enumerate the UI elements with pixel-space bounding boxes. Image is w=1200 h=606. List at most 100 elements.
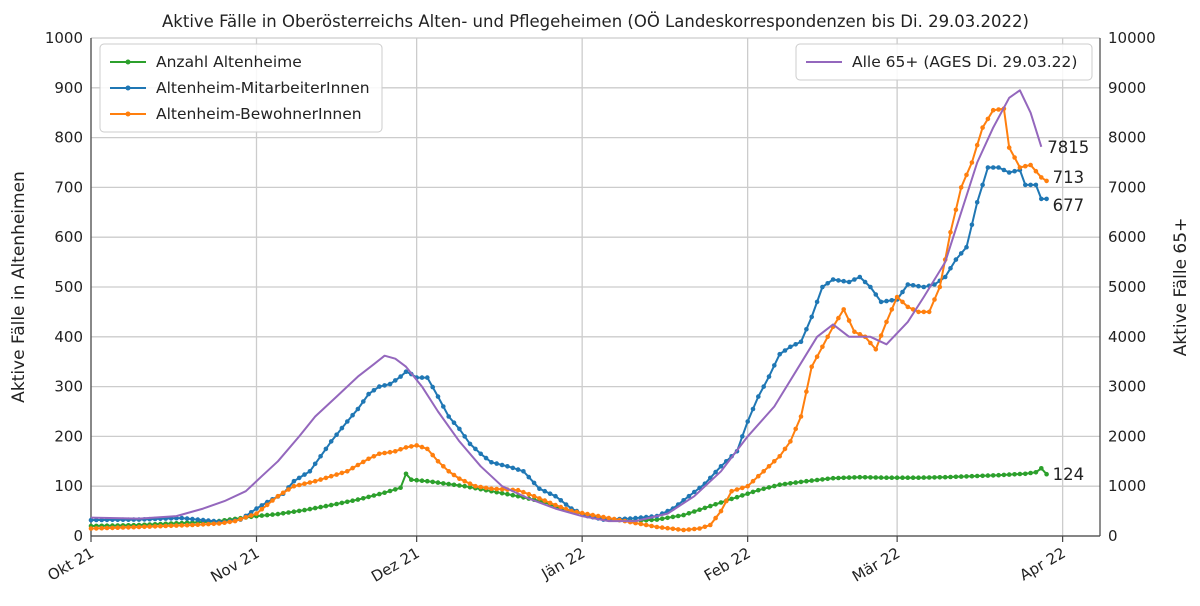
data-point — [462, 434, 468, 439]
data-point — [489, 486, 494, 492]
data-point — [441, 404, 446, 409]
y-tick-label-left: 400 — [54, 328, 83, 346]
data-point — [542, 498, 548, 503]
data-point — [756, 473, 761, 479]
data-point — [1044, 178, 1049, 184]
data-point — [761, 486, 766, 492]
data-point — [868, 284, 873, 290]
data-point — [451, 420, 457, 426]
data-point — [248, 510, 254, 515]
data-point — [254, 511, 259, 516]
data-point — [190, 516, 195, 522]
data-point — [798, 414, 804, 419]
data-point — [814, 354, 820, 360]
data-point — [467, 484, 473, 490]
y-axis-label-left: Aktive Fälle in Altenheimen — [9, 171, 29, 403]
data-point — [291, 478, 297, 484]
data-point — [670, 514, 676, 520]
data-point — [1033, 168, 1039, 174]
data-point — [179, 515, 185, 521]
data-point — [825, 476, 830, 482]
data-point — [547, 491, 553, 497]
data-point — [350, 498, 355, 504]
data-point — [958, 474, 964, 479]
data-point — [457, 476, 462, 482]
data-point — [1012, 155, 1017, 160]
data-point — [296, 475, 302, 481]
data-point — [932, 475, 937, 480]
data-point — [489, 460, 494, 465]
data-point — [377, 491, 382, 497]
y-tick-label-left: 600 — [54, 228, 83, 246]
data-point — [361, 399, 366, 404]
data-point — [403, 471, 409, 477]
y-tick-label-right: 6000 — [1108, 228, 1146, 246]
data-point — [409, 477, 414, 483]
data-point — [403, 445, 409, 450]
data-point — [980, 182, 985, 188]
data-point — [473, 483, 478, 489]
data-point — [227, 519, 233, 525]
data-point — [724, 498, 729, 504]
data-point — [553, 502, 558, 508]
data-point — [505, 491, 510, 497]
data-point — [179, 523, 185, 528]
data-point — [104, 525, 110, 531]
data-point — [830, 475, 836, 481]
data-point — [942, 474, 948, 480]
data-point — [414, 443, 420, 448]
data-point — [937, 284, 943, 290]
data-point — [878, 299, 884, 305]
data-point — [900, 299, 905, 305]
data-point — [718, 508, 724, 514]
data-point — [318, 504, 323, 510]
data-point — [788, 344, 793, 350]
data-point — [889, 475, 895, 481]
data-point — [702, 505, 708, 511]
data-point — [665, 525, 670, 531]
data-point — [873, 475, 879, 480]
data-point — [868, 475, 873, 480]
data-point — [222, 520, 227, 525]
data-point — [526, 474, 532, 480]
data-point — [483, 455, 489, 461]
data-point — [531, 480, 537, 486]
data-point — [692, 526, 697, 532]
data-point — [163, 523, 168, 529]
series-0: 124 — [88, 465, 1084, 529]
data-point — [1023, 471, 1028, 477]
data-point — [665, 515, 670, 521]
data-point — [1044, 196, 1049, 202]
data-point — [1039, 196, 1044, 202]
data-point — [190, 522, 195, 528]
data-point — [713, 515, 718, 521]
y-tick-label-right: 7000 — [1108, 178, 1146, 196]
data-point — [1033, 182, 1039, 188]
data-point — [814, 477, 820, 483]
data-point — [916, 475, 921, 481]
data-point — [318, 454, 323, 459]
data-point — [862, 475, 868, 480]
data-point — [857, 274, 863, 280]
data-point — [761, 384, 766, 389]
data-point — [1001, 472, 1007, 478]
series-line — [90, 89, 1043, 523]
data-point — [772, 459, 777, 464]
data-point — [307, 506, 313, 512]
data-point — [809, 364, 814, 370]
data-point — [195, 517, 201, 522]
y-tick-label-right: 3000 — [1108, 378, 1146, 396]
data-point — [243, 515, 249, 520]
data-point — [307, 480, 313, 485]
data-point — [1001, 167, 1007, 173]
data-point — [734, 487, 740, 492]
y-tick-label-right: 1000 — [1108, 477, 1146, 495]
data-point — [393, 449, 398, 454]
data-point — [756, 394, 761, 399]
x-tick-label: Nov 21 — [207, 544, 262, 586]
data-point — [216, 521, 222, 526]
data-point — [788, 481, 793, 486]
data-point — [974, 200, 980, 205]
data-point — [734, 494, 740, 500]
data-point — [275, 493, 281, 499]
